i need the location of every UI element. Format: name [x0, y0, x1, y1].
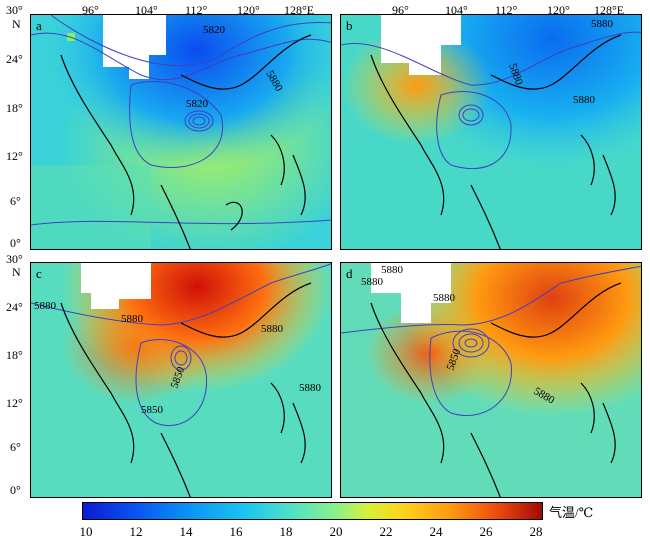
lat-tick: 18° [6, 101, 23, 115]
map-panel-d: 5880 5880 5880 5850 5880 d [340, 262, 642, 498]
contour-label: 5820 [186, 98, 209, 110]
lat-tick: 30° [6, 252, 23, 266]
contour-label: 5850 [141, 404, 164, 416]
colorbar-tick: 16 [229, 524, 243, 539]
lon-tick: 112° [495, 3, 518, 17]
map-panel-a-svg: 5820 5880 5820 [31, 15, 331, 249]
missing-data-mask [371, 263, 451, 323]
colorbar-tick: 28 [529, 524, 543, 539]
panel-label: a [36, 18, 42, 33]
lon-tick: 96° [82, 3, 99, 17]
map-panel-b: 5880 5880 5880 b [340, 14, 642, 250]
colorbar-tick: 20 [329, 524, 343, 539]
lat-tick: 12° [6, 149, 23, 163]
colorbar-tick: 18 [279, 524, 293, 539]
lon-tick: 120° [237, 3, 260, 17]
contour-label: 5880 [591, 18, 614, 30]
panel-label: c [36, 266, 42, 281]
lon-tick: 128°E [594, 3, 625, 17]
lat-tick: 24° [6, 300, 23, 314]
lat-tick: 6° [10, 194, 21, 208]
contour-label: 5880 [433, 292, 456, 304]
colorbar-tick: 12 [129, 524, 143, 539]
lat-tick: 24° [6, 52, 23, 66]
lat-tick: 12° [6, 396, 23, 410]
lat-tick: 6° [10, 440, 21, 454]
lat-tick: 0° [10, 236, 21, 250]
lat-tick: 30° [6, 3, 23, 17]
missing-data-mask [381, 15, 461, 75]
contour-label: 5820 [203, 24, 226, 36]
contour-label: 5880 [34, 300, 57, 312]
lat-tick: N [12, 265, 21, 279]
colorbar-tick: 14 [179, 524, 193, 539]
lon-tick: 112° [185, 3, 208, 17]
contour-label: 5880 [361, 276, 384, 288]
map-panel-d-svg: 5880 5880 5880 5850 5880 [341, 263, 641, 497]
colorbar-tick: 24 [429, 524, 443, 539]
colorbar-unit-label: 气温/℃ [549, 505, 594, 520]
contour-label: 5880 [573, 94, 596, 106]
temperature-colorbar [82, 502, 543, 520]
contour-label: 5880 [299, 382, 322, 394]
missing-data-mask [81, 263, 151, 309]
contour-label: 5880 [121, 313, 144, 325]
colorbar-tick: 10 [79, 524, 93, 539]
map-panel-c-svg: 5880 5880 5880 5850 5850 5880 [31, 263, 331, 497]
contour-label: 5880 [261, 323, 284, 335]
map-panel-c: 5880 5880 5880 5850 5850 5880 c [30, 262, 332, 498]
lon-tick: 104° [135, 3, 158, 17]
lon-tick: 120° [547, 3, 570, 17]
panel-label: b [346, 18, 353, 33]
lat-tick: 0° [10, 483, 21, 497]
map-panel-b-svg: 5880 5880 5880 [341, 15, 641, 249]
contour-label: 5880 [381, 264, 404, 276]
lon-tick: 104° [445, 3, 468, 17]
lat-tick: 18° [6, 348, 23, 362]
panel-label: d [346, 266, 353, 281]
lon-tick: 96° [392, 3, 409, 17]
colorbar-tick: 26 [479, 524, 493, 539]
colorbar-tick: 22 [379, 524, 393, 539]
lat-tick: N [12, 17, 21, 31]
lon-tick: 128°E [284, 3, 315, 17]
map-panel-a: 5820 5880 5820 a [30, 14, 332, 250]
